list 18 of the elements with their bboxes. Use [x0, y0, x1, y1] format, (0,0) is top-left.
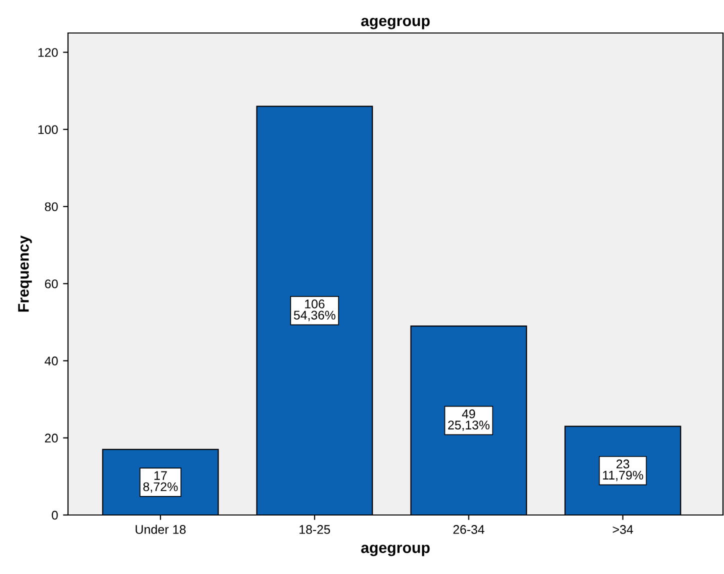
x-axis-title: agegroup [361, 544, 430, 556]
data-label: 17 8,72% [143, 471, 178, 493]
y-tick-label: 60 [45, 279, 58, 288]
y-tick-label: 80 [44, 202, 58, 212]
x-tick-label: 18-25 [300, 525, 330, 534]
y-axis-title: Frequency [18, 235, 32, 312]
data-label: 49 25,13% [448, 409, 490, 431]
y-tick-label: 0 [52, 510, 58, 520]
x-tick-label: >34 [612, 525, 634, 534]
y-tick-label: 20 [45, 434, 58, 443]
x-tick-label: Under 18 [136, 524, 186, 534]
x-tick-label: 26-34 [453, 525, 484, 534]
data-label: 106 54,36% [294, 300, 336, 322]
data-label: 23 11,79% [603, 460, 644, 482]
y-tick-label: 40 [44, 356, 58, 366]
y-tick-label: 120 [38, 48, 58, 57]
chart-title: agegroup [361, 18, 430, 30]
y-tick-label: 100 [38, 125, 58, 134]
